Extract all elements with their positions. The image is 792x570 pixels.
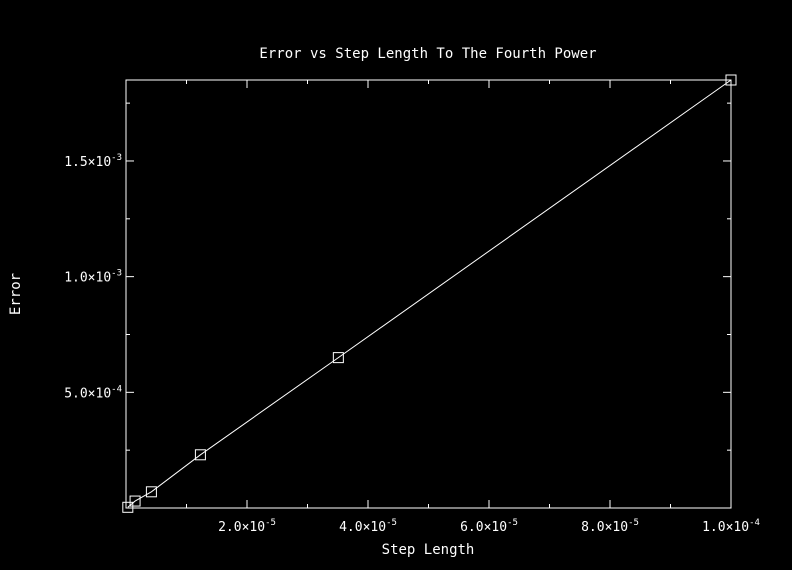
axis-ticks [126, 80, 732, 508]
x-tick-label: 2.0×10-5 [218, 518, 276, 535]
chart-title: Error vs Step Length To The Fourth Power [259, 46, 596, 62]
data-point-marker [129, 495, 141, 507]
tick-labels: 2.0×10-5 4.0×10-5 6.0×10-5 8.0×10-5 1.0×10-4… [64, 153, 760, 535]
data-point-marker [145, 486, 157, 498]
series-line [127, 79, 732, 508]
y-tick-label: 1.0×10-3 [64, 269, 122, 286]
y-tick-label: 5.0×10-4 [64, 384, 122, 401]
x-tick-label: 1.0×10-4 [702, 518, 760, 535]
data-point-marker [194, 449, 206, 461]
x-tick-label: 8.0×10-5 [581, 518, 639, 535]
x-tick-label: 4.0×10-5 [339, 518, 397, 535]
x-axis-label: Step Length [382, 542, 475, 558]
data-point-marker [122, 501, 134, 513]
data-point-marker [332, 352, 344, 364]
series-group [122, 74, 737, 513]
y-axis-label: Error [8, 273, 24, 315]
x-tick-label: 6.0×10-5 [460, 518, 518, 535]
y-tick-label: 1.5×10-3 [64, 153, 122, 170]
data-point-marker [725, 74, 737, 86]
